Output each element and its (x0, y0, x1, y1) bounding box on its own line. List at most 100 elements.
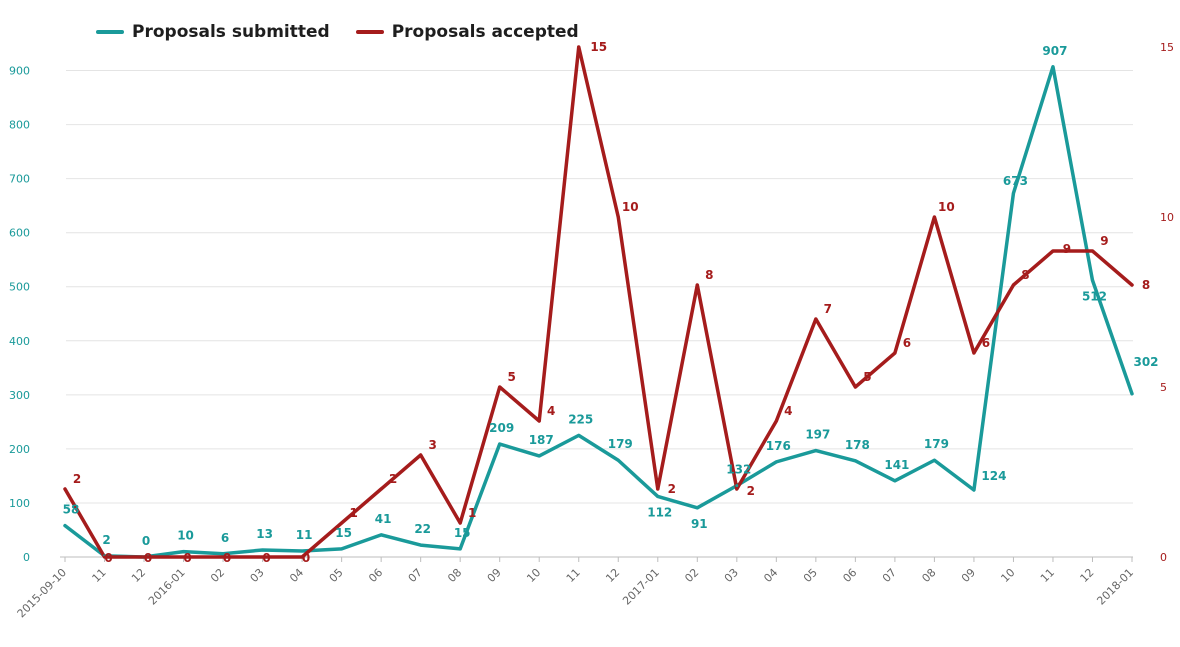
point-proposals-accepted (182, 555, 186, 559)
data-label-proposals-accepted: 8 (1142, 278, 1150, 292)
data-label-proposals-accepted: 7 (824, 302, 832, 316)
legend-label-accepted: Proposals accepted (391, 22, 579, 42)
data-label-proposals-accepted: 4 (547, 404, 555, 418)
data-label-proposals-submitted: 179 (924, 437, 949, 451)
x-tick-label: 2016-01 (146, 566, 188, 608)
data-label-proposals-accepted: 10 (622, 200, 639, 214)
point-proposals-accepted (261, 555, 265, 559)
point-proposals-submitted (774, 460, 778, 464)
data-label-proposals-accepted: 8 (1021, 268, 1029, 282)
x-tick-label: 05 (327, 566, 346, 585)
data-label-proposals-submitted: 41 (375, 512, 392, 526)
point-proposals-submitted (379, 533, 383, 537)
point-proposals-accepted (774, 419, 778, 423)
x-tick-label: 12 (1078, 566, 1097, 585)
y-left-tick-label: 0 (23, 551, 30, 564)
point-proposals-submitted (63, 524, 67, 528)
data-label-proposals-submitted: 512 (1082, 289, 1107, 303)
point-proposals-accepted (300, 555, 304, 559)
x-tick-label: 04 (287, 566, 306, 585)
x-tick-label: 07 (880, 566, 899, 585)
data-label-proposals-accepted: 6 (903, 336, 911, 350)
point-proposals-accepted (695, 283, 699, 287)
x-tick-label: 04 (761, 566, 780, 585)
data-label-proposals-submitted: 124 (981, 469, 1006, 483)
data-label-proposals-accepted: 15 (590, 40, 607, 54)
point-proposals-submitted (182, 550, 186, 554)
point-proposals-submitted (735, 484, 739, 488)
x-tick-label: 02 (208, 566, 227, 585)
point-proposals-accepted (221, 555, 225, 559)
data-label-proposals-accepted: 0 (104, 551, 112, 565)
x-tick-label: 05 (801, 566, 820, 585)
y-left-tick-label: 300 (9, 389, 30, 402)
data-label-proposals-accepted: 2 (389, 472, 397, 486)
point-proposals-accepted (340, 521, 344, 525)
x-tick-label: 08 (919, 566, 938, 585)
point-proposals-accepted (63, 487, 67, 491)
point-proposals-accepted (932, 215, 936, 219)
data-label-proposals-submitted: 176 (766, 439, 791, 453)
data-label-proposals-accepted: 2 (668, 482, 676, 496)
data-label-proposals-submitted: 13 (256, 527, 273, 541)
data-label-proposals-accepted: 0 (223, 551, 231, 565)
data-label-proposals-accepted: 0 (183, 551, 191, 565)
data-label-proposals-submitted: 141 (884, 458, 909, 472)
data-label-proposals-submitted: 302 (1133, 355, 1158, 369)
x-tick-label: 10 (998, 566, 1017, 585)
point-proposals-accepted (1011, 283, 1015, 287)
data-label-proposals-accepted: 5 (863, 370, 871, 384)
point-proposals-accepted (458, 521, 462, 525)
point-proposals-submitted (616, 458, 620, 462)
data-label-proposals-submitted: 2 (102, 533, 110, 547)
y-left-tick-label: 800 (9, 119, 30, 132)
point-proposals-submitted (1011, 191, 1015, 195)
data-label-proposals-accepted: 2 (747, 484, 755, 498)
point-proposals-submitted (1051, 65, 1055, 69)
series-line-proposals-accepted (63, 45, 1134, 559)
point-proposals-accepted (814, 317, 818, 321)
data-label-proposals-submitted: 225 (568, 412, 593, 426)
legend: Proposals submitted Proposals accepted (96, 22, 579, 42)
point-proposals-accepted (893, 351, 897, 355)
x-tick-label: 06 (840, 566, 859, 585)
point-proposals-submitted (419, 543, 423, 547)
x-tick-label: 07 (406, 566, 425, 585)
point-proposals-accepted (1051, 249, 1055, 253)
x-tick-label: 11 (564, 566, 583, 585)
x-tick-label: 2017-01 (620, 566, 662, 608)
data-label-proposals-submitted: 58 (63, 503, 80, 517)
y-right-tick-label: 10 (1160, 211, 1174, 224)
point-proposals-accepted (1090, 249, 1094, 253)
x-tick-label: 09 (959, 566, 978, 585)
point-proposals-submitted (537, 454, 541, 458)
point-proposals-submitted (972, 488, 976, 492)
x-tick-label: 11 (90, 566, 109, 585)
legend-swatch-accepted (355, 30, 384, 34)
legend-item-accepted: Proposals accepted (355, 22, 579, 42)
data-label-proposals-accepted: 8 (705, 268, 713, 282)
data-label-proposals-accepted: 9 (1063, 242, 1071, 256)
x-tick-label: 03 (248, 566, 267, 585)
data-label-proposals-submitted: 91 (691, 517, 708, 531)
data-label-proposals-accepted: 4 (784, 404, 792, 418)
data-label-proposals-accepted: 0 (302, 551, 310, 565)
point-proposals-accepted (537, 419, 541, 423)
x-tick-label: 06 (366, 566, 385, 585)
y-left-tick-label: 400 (9, 335, 30, 348)
point-proposals-accepted (972, 351, 976, 355)
data-label-proposals-submitted: 6 (221, 531, 229, 545)
point-proposals-accepted (853, 385, 857, 389)
point-proposals-submitted (300, 549, 304, 553)
data-label-proposals-accepted: 2 (73, 472, 81, 486)
x-tick-label: 11 (1038, 566, 1057, 585)
data-label-proposals-submitted: 209 (489, 421, 514, 435)
y-right-tick-label: 15 (1160, 41, 1174, 54)
data-label-proposals-accepted: 0 (144, 551, 152, 565)
point-proposals-submitted (261, 548, 265, 552)
point-proposals-accepted (735, 487, 739, 491)
data-label-proposals-submitted: 15 (454, 526, 471, 540)
x-tick-label: 03 (722, 566, 741, 585)
series-line-proposals-submitted (63, 65, 1134, 559)
